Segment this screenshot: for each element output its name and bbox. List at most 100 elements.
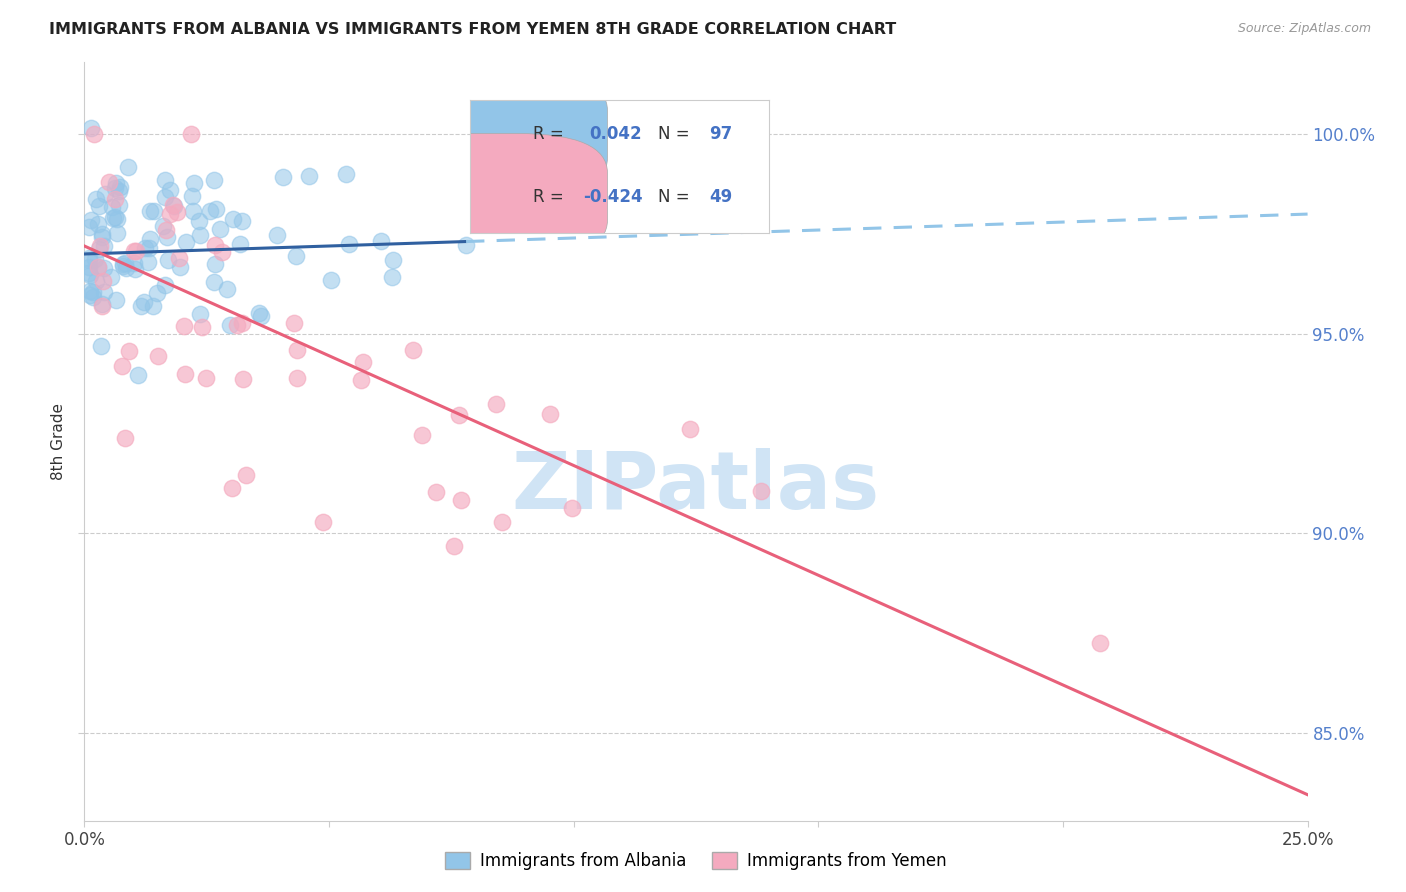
Point xyxy=(381,253,404,268)
Point xyxy=(77,252,100,267)
Point xyxy=(122,244,145,258)
Point xyxy=(89,199,111,213)
Point xyxy=(195,371,218,385)
Point xyxy=(231,316,253,330)
Point xyxy=(79,285,101,299)
Point xyxy=(204,257,226,271)
Point xyxy=(284,248,307,262)
Point xyxy=(222,211,245,226)
Point xyxy=(77,260,100,274)
Point xyxy=(181,189,204,203)
Point xyxy=(90,339,112,353)
Point xyxy=(91,297,114,311)
Point xyxy=(217,282,239,296)
Point xyxy=(411,428,433,442)
Point xyxy=(82,285,104,299)
Point xyxy=(202,173,225,187)
Point xyxy=(181,203,204,218)
Point xyxy=(136,254,159,268)
Point xyxy=(232,372,254,386)
Point xyxy=(485,397,508,411)
Point xyxy=(139,232,162,246)
Point xyxy=(127,368,149,383)
Point xyxy=(450,493,472,508)
Point xyxy=(153,190,176,204)
Point xyxy=(159,183,181,197)
Point xyxy=(91,227,114,242)
Point xyxy=(153,173,176,187)
Point xyxy=(91,274,114,288)
Point xyxy=(402,343,425,357)
Point xyxy=(77,251,100,265)
Point xyxy=(204,202,226,216)
Point xyxy=(87,217,110,231)
Point xyxy=(285,371,308,385)
Point xyxy=(84,274,107,288)
Point xyxy=(174,367,197,381)
Point xyxy=(79,268,101,283)
Point xyxy=(167,251,190,265)
Point xyxy=(221,481,243,495)
Point xyxy=(249,306,271,320)
Point xyxy=(114,255,136,269)
Point xyxy=(84,252,107,267)
Point xyxy=(188,307,211,321)
Point xyxy=(190,320,212,334)
Point xyxy=(370,234,392,248)
Point xyxy=(148,349,170,363)
Point xyxy=(80,213,103,227)
Point xyxy=(101,200,124,214)
Point xyxy=(231,214,253,228)
Point xyxy=(152,219,174,233)
Point xyxy=(447,408,470,422)
Point xyxy=(219,318,242,333)
Y-axis label: 8th Grade: 8th Grade xyxy=(51,403,66,480)
Point xyxy=(211,245,233,260)
Point xyxy=(93,261,115,276)
Point xyxy=(155,222,177,236)
Point xyxy=(129,300,152,314)
Point xyxy=(321,273,343,287)
Point xyxy=(104,210,127,224)
Point xyxy=(235,467,257,482)
Point xyxy=(208,222,231,236)
Point xyxy=(108,179,131,194)
Point xyxy=(271,170,294,185)
Point xyxy=(188,214,211,228)
Point xyxy=(138,204,160,219)
Point xyxy=(339,237,361,252)
Point xyxy=(89,239,111,253)
Point xyxy=(124,262,146,277)
Point xyxy=(77,267,100,281)
Point xyxy=(454,238,477,252)
Point xyxy=(112,259,135,273)
Text: Source: ZipAtlas.com: Source: ZipAtlas.com xyxy=(1237,22,1371,36)
Point xyxy=(156,252,179,267)
Point xyxy=(200,203,222,218)
Point xyxy=(283,316,305,330)
Text: ZIPatlas: ZIPatlas xyxy=(512,448,880,526)
Point xyxy=(104,192,127,206)
Point xyxy=(679,422,702,436)
Point xyxy=(142,299,165,313)
Point xyxy=(538,407,561,421)
Point xyxy=(77,219,100,234)
Point xyxy=(204,238,226,252)
Point xyxy=(108,184,131,198)
Point xyxy=(312,515,335,529)
Point xyxy=(79,288,101,302)
Point xyxy=(114,431,136,445)
Point xyxy=(162,198,184,212)
Point xyxy=(94,186,117,201)
Legend: Immigrants from Albania, Immigrants from Yemen: Immigrants from Albania, Immigrants from… xyxy=(439,846,953,877)
Point xyxy=(105,176,128,190)
Point xyxy=(225,318,247,333)
Point xyxy=(266,228,288,243)
Point xyxy=(335,167,357,181)
Point xyxy=(298,169,321,183)
Point xyxy=(105,293,128,308)
Point xyxy=(174,235,197,249)
Point xyxy=(134,295,156,310)
Point xyxy=(166,205,188,219)
Point xyxy=(112,257,135,271)
